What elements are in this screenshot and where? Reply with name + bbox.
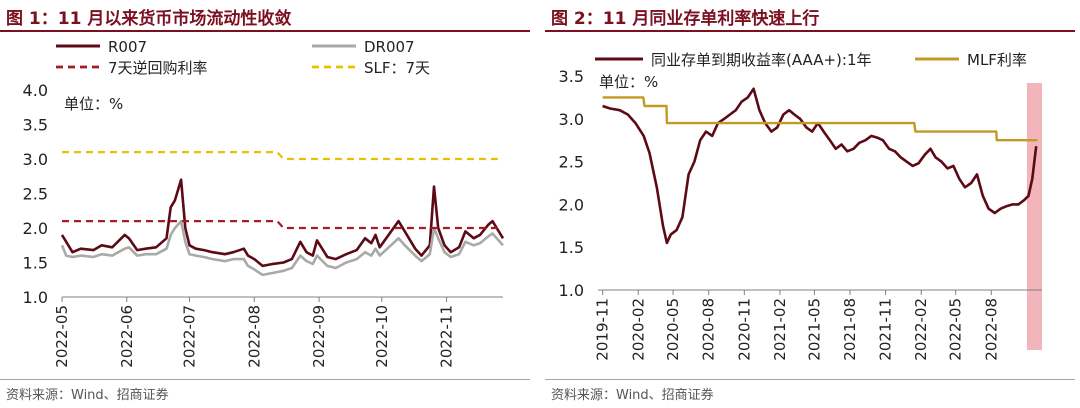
x-tick-label: 2021-08 [841,298,859,361]
unit-label: 单位：% [64,95,123,113]
chart-panel-1: 图 1：11 月以来货币市场流动性收敛 1.0 1.5 2.0 2.5 3.0 3.5 4.… [0,0,530,408]
x-tick-label: 2019-11 [594,298,612,361]
unit-label: 单位：% [599,73,658,91]
x-tick-label: 2022-09 [310,305,328,368]
x-tick-label: 2022-06 [118,305,136,368]
x-tick-label: 2021-11 [877,298,895,361]
y-tick-label: 2.0 [559,195,584,214]
source-divider [545,379,1075,380]
highlight-band [1026,83,1042,350]
x-tick-label: 2022-05 [53,305,71,368]
x-tick-label: 2022-02 [912,298,930,361]
chart-title: 图 2：11 月同业存单利率快速上行 [551,9,820,29]
x-tick-label: 2022-10 [373,305,391,368]
x-tick-label: 2021-05 [805,298,823,361]
source-note: 资料来源：Wind、招商证券 [6,388,169,403]
legend-label-r007: R007 [108,38,147,56]
y-tick-label: 2.0 [23,219,48,238]
x-tick-label: 2020-05 [664,298,682,361]
legend-label-slf: SLF：7天 [364,59,430,77]
x-tick-label: 2022-05 [947,298,965,361]
chart-panel-2: 图 2：11 月同业存单利率快速上行 1.0 1.5 2.0 2.5 3.0 3.5 201… [545,0,1075,408]
x-tick-label: 2022-08 [245,305,263,368]
y-tick-label: 3.0 [23,150,48,169]
x-tick-label: 2020-08 [700,298,718,361]
y-tick-label: 2.5 [23,185,48,204]
x-tick-label: 2022-11 [438,305,456,368]
y-tick-label: 3.5 [23,116,48,135]
x-tick-label: 2022-08 [982,298,1000,361]
title-divider [545,30,1075,32]
series-line-r007 [60,178,505,268]
legend-label-cd-yield: 同业存单到期收益率(AAA+):1年 [651,51,872,69]
series-line-repo7d [62,220,503,230]
y-tick-label: 1.0 [23,288,48,307]
y-tick-label: 1.0 [559,281,584,300]
chart-title: 图 1：11 月以来货币市场流动性收敛 [6,9,292,29]
x-tick-label: 2021-02 [771,298,789,361]
legend-label-dr007: DR007 [364,38,415,56]
source-divider [0,379,530,380]
legend-label-repo7d: 7天逆回购利率 [108,59,208,77]
title-divider [0,30,530,32]
series-line-cd-yield [602,87,1038,245]
y-tick-label: 1.5 [559,238,584,257]
series-line-dr007 [60,219,504,277]
source-note: 资料来源：Wind、招商证券 [551,388,714,403]
chart-2-svg: 1.0 1.5 2.0 2.5 3.0 3.5 2019-11 2020-02 2020-05 2… [559,51,1042,361]
series-line-slf [62,151,503,161]
x-tick-label: 2020-02 [629,298,647,361]
y-tick-label: 3.0 [559,110,584,129]
x-tick-label: 2020-11 [735,298,753,361]
y-tick-label: 2.5 [559,153,584,172]
series-line-mlf [602,96,1038,142]
y-tick-label: 4.0 [23,81,48,100]
chart-1-svg: 1.0 1.5 2.0 2.5 3.0 3.5 4.0 2022-05 2022-06 2022-… [23,38,505,368]
y-tick-label: 1.5 [23,254,48,273]
legend-label-mlf: MLF利率 [967,51,1027,69]
y-tick-label: 3.5 [559,67,584,86]
x-tick-label: 2022-07 [180,305,198,368]
